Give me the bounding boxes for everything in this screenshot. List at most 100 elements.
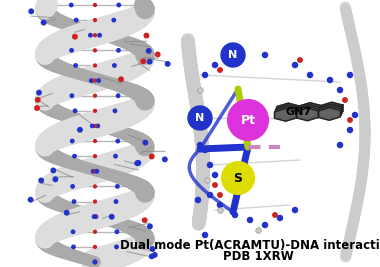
- Point: [149, 247, 155, 251]
- Point: [112, 109, 118, 113]
- Point: [292, 208, 298, 212]
- Text: N: N: [228, 50, 238, 60]
- Point: [28, 9, 34, 13]
- Point: [72, 109, 78, 113]
- Point: [202, 73, 208, 77]
- Point: [165, 62, 171, 66]
- Circle shape: [188, 106, 212, 130]
- Point: [92, 214, 98, 219]
- Point: [277, 216, 283, 220]
- Point: [95, 124, 101, 128]
- Point: [69, 93, 75, 98]
- Point: [70, 184, 76, 189]
- Point: [70, 245, 76, 249]
- Point: [202, 233, 208, 237]
- Point: [111, 18, 117, 22]
- Text: PDB 1XRW: PDB 1XRW: [223, 250, 293, 264]
- Point: [92, 93, 98, 98]
- Polygon shape: [298, 104, 320, 117]
- Point: [217, 208, 223, 212]
- Point: [307, 73, 313, 77]
- Point: [202, 148, 208, 152]
- Point: [272, 213, 278, 217]
- Point: [162, 157, 168, 162]
- Point: [135, 161, 141, 165]
- Point: [89, 124, 95, 128]
- Point: [147, 224, 153, 229]
- Point: [70, 230, 76, 234]
- Point: [149, 254, 155, 258]
- Point: [88, 78, 94, 83]
- Point: [109, 215, 115, 219]
- Polygon shape: [276, 107, 298, 119]
- Point: [52, 177, 59, 182]
- Point: [142, 140, 148, 145]
- Point: [147, 60, 153, 64]
- Point: [41, 21, 47, 25]
- Point: [92, 154, 98, 158]
- Point: [217, 68, 223, 72]
- Point: [155, 52, 161, 57]
- Point: [92, 18, 98, 22]
- Point: [212, 183, 218, 187]
- Point: [92, 139, 98, 143]
- Point: [35, 98, 41, 102]
- Point: [347, 73, 353, 77]
- Point: [94, 169, 100, 174]
- Point: [134, 161, 140, 165]
- Point: [68, 3, 74, 7]
- Point: [90, 169, 96, 174]
- Circle shape: [221, 43, 245, 67]
- Point: [92, 124, 98, 128]
- Point: [143, 33, 149, 38]
- Point: [212, 173, 218, 177]
- Polygon shape: [319, 106, 341, 119]
- Point: [347, 118, 353, 122]
- Point: [92, 245, 98, 249]
- Point: [73, 18, 79, 22]
- Point: [93, 214, 99, 219]
- Point: [342, 98, 348, 102]
- Circle shape: [228, 100, 268, 140]
- Point: [115, 139, 121, 143]
- Point: [195, 198, 201, 202]
- Point: [92, 78, 98, 83]
- Point: [77, 128, 83, 132]
- Point: [352, 113, 358, 117]
- Text: GN7: GN7: [285, 107, 311, 117]
- Point: [116, 48, 122, 53]
- Point: [207, 193, 213, 197]
- Text: Dual mode Pt(ACRAMTU)-DNA interaction: Dual mode Pt(ACRAMTU)-DNA interaction: [120, 238, 380, 252]
- Polygon shape: [320, 104, 342, 117]
- Point: [114, 230, 120, 234]
- Point: [232, 213, 238, 217]
- Point: [92, 33, 98, 37]
- Point: [115, 93, 121, 98]
- Point: [92, 260, 98, 264]
- Point: [92, 109, 98, 113]
- Point: [92, 48, 98, 53]
- Point: [327, 78, 333, 82]
- Point: [71, 199, 77, 204]
- Point: [92, 184, 98, 189]
- Point: [217, 193, 223, 197]
- Point: [262, 223, 268, 227]
- Point: [152, 253, 158, 257]
- Point: [337, 143, 343, 147]
- Polygon shape: [296, 108, 319, 121]
- Point: [27, 198, 33, 202]
- Polygon shape: [318, 108, 340, 120]
- Point: [73, 63, 79, 68]
- Point: [68, 48, 74, 53]
- Point: [87, 33, 93, 37]
- Point: [146, 49, 152, 53]
- Point: [71, 154, 78, 158]
- Point: [116, 3, 122, 7]
- Polygon shape: [276, 105, 299, 117]
- Polygon shape: [275, 109, 297, 121]
- Point: [36, 91, 42, 95]
- Point: [92, 260, 98, 264]
- Point: [113, 199, 119, 204]
- Polygon shape: [297, 106, 320, 119]
- Polygon shape: [321, 102, 343, 115]
